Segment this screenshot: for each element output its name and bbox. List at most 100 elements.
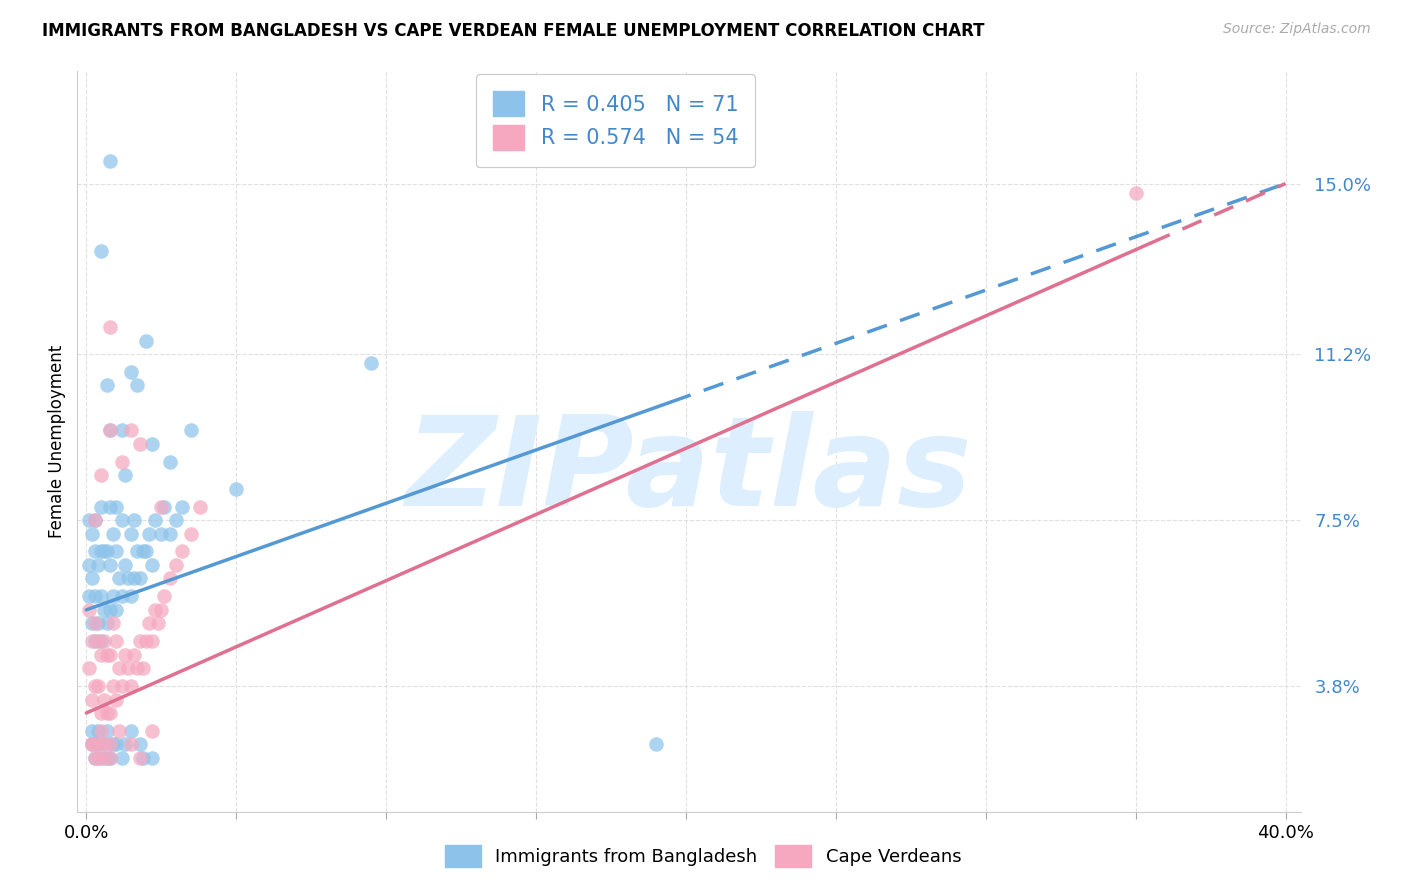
- Point: [84, 513, 107, 527]
- Point: [120, 679, 142, 693]
- Point: [105, 603, 128, 617]
- Point: [84, 616, 107, 631]
- Point: [150, 603, 173, 617]
- Point: [148, 616, 170, 631]
- Point: [120, 365, 142, 379]
- Point: [108, 723, 131, 738]
- Point: [141, 723, 163, 738]
- Point: [124, 648, 146, 662]
- Point: [96, 751, 118, 765]
- Point: [98, 154, 121, 169]
- Point: [165, 513, 187, 527]
- Point: [79, 590, 101, 604]
- Point: [90, 648, 112, 662]
- Point: [117, 661, 139, 675]
- Point: [127, 661, 149, 675]
- Point: [82, 526, 104, 541]
- Point: [114, 558, 136, 572]
- Point: [79, 661, 101, 675]
- Point: [117, 571, 139, 585]
- Point: [150, 500, 173, 514]
- Point: [98, 603, 121, 617]
- Point: [103, 738, 125, 752]
- Point: [82, 616, 104, 631]
- Point: [105, 634, 128, 648]
- Point: [96, 378, 118, 392]
- Point: [132, 544, 155, 558]
- Point: [82, 571, 104, 585]
- Point: [84, 751, 107, 765]
- Point: [79, 558, 101, 572]
- Point: [105, 544, 128, 558]
- Point: [111, 513, 134, 527]
- Point: [87, 751, 110, 765]
- Point: [159, 455, 181, 469]
- Point: [87, 738, 110, 752]
- Point: [108, 661, 131, 675]
- Point: [153, 590, 176, 604]
- Point: [120, 526, 142, 541]
- Point: [111, 679, 134, 693]
- Point: [172, 500, 194, 514]
- Point: [114, 648, 136, 662]
- Point: [141, 437, 163, 451]
- Point: [143, 603, 166, 617]
- Point: [98, 320, 121, 334]
- Point: [124, 571, 146, 585]
- Point: [120, 723, 142, 738]
- Y-axis label: Female Unemployment: Female Unemployment: [48, 345, 66, 538]
- Point: [84, 544, 107, 558]
- Point: [90, 706, 112, 720]
- Point: [129, 571, 152, 585]
- Point: [90, 244, 112, 258]
- Point: [172, 544, 194, 558]
- Point: [82, 634, 104, 648]
- Point: [96, 648, 118, 662]
- Point: [96, 544, 118, 558]
- Point: [84, 590, 107, 604]
- Point: [124, 513, 146, 527]
- Point: [87, 738, 110, 752]
- Point: [90, 500, 112, 514]
- Point: [90, 634, 112, 648]
- Point: [82, 738, 104, 752]
- Point: [98, 751, 121, 765]
- Point: [87, 723, 110, 738]
- Point: [93, 544, 115, 558]
- Point: [127, 544, 149, 558]
- Point: [111, 751, 134, 765]
- Point: [360, 356, 382, 370]
- Point: [180, 526, 202, 541]
- Point: [129, 751, 152, 765]
- Point: [111, 455, 134, 469]
- Point: [141, 558, 163, 572]
- Point: [138, 616, 160, 631]
- Point: [84, 513, 107, 527]
- Point: [82, 723, 104, 738]
- Point: [98, 751, 121, 765]
- Point: [79, 513, 101, 527]
- Point: [129, 437, 152, 451]
- Point: [98, 648, 121, 662]
- Point: [84, 751, 107, 765]
- Point: [114, 468, 136, 483]
- Point: [96, 706, 118, 720]
- Point: [225, 482, 247, 496]
- Point: [105, 692, 128, 706]
- Point: [93, 692, 115, 706]
- Point: [93, 738, 115, 752]
- Point: [87, 634, 110, 648]
- Point: [135, 634, 157, 648]
- Point: [90, 468, 112, 483]
- Point: [93, 751, 115, 765]
- Point: [98, 558, 121, 572]
- Point: [159, 571, 181, 585]
- Point: [153, 500, 176, 514]
- Point: [165, 558, 187, 572]
- Point: [93, 603, 115, 617]
- Point: [120, 423, 142, 437]
- Point: [105, 500, 128, 514]
- Point: [114, 738, 136, 752]
- Point: [159, 526, 181, 541]
- Point: [98, 500, 121, 514]
